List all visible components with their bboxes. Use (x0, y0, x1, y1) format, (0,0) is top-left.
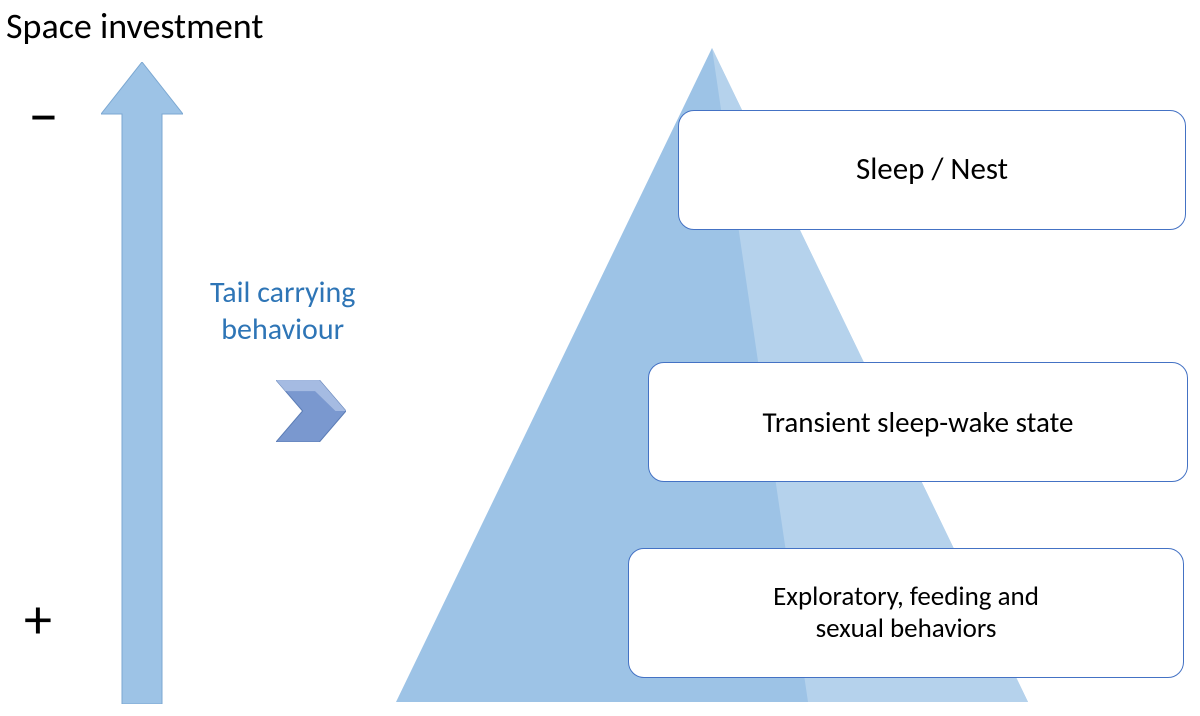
tail-carrying-label: Tail carrying behaviour (210, 274, 355, 348)
box-exploratory: Exploratory, feeding andsexual behaviors (628, 548, 1184, 678)
diagram-canvas: Space investment – + Tail carrying behav… (0, 0, 1200, 716)
box-transient-label: Transient sleep-wake state (763, 405, 1074, 440)
box-transient: Transient sleep-wake state (648, 362, 1188, 482)
tail-carrying-line2: behaviour (210, 311, 355, 348)
chevron-right-icon (276, 380, 346, 442)
box-sleep-nest-label: Sleep / Nest (856, 151, 1008, 188)
box-sleep-nest: Sleep / Nest (678, 110, 1186, 230)
box-exploratory-label: Exploratory, feeding andsexual behaviors (773, 581, 1039, 646)
tail-carrying-line1: Tail carrying (210, 274, 355, 311)
